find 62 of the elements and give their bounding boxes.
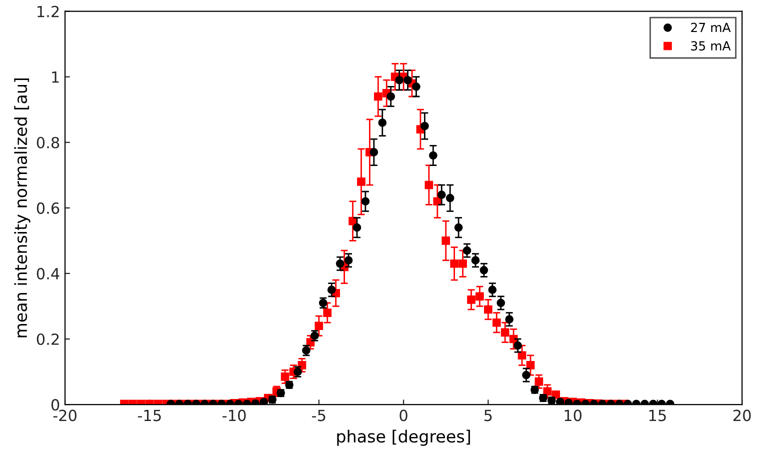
point <box>484 305 492 314</box>
x-tick-label: 20 <box>733 410 751 422</box>
point <box>480 266 488 274</box>
point <box>352 223 362 232</box>
legend-label: 35 mA <box>691 41 731 51</box>
point <box>462 246 472 255</box>
point <box>374 92 382 101</box>
point <box>496 298 506 308</box>
point <box>454 223 463 232</box>
y-tick-label: 1.2 <box>38 6 59 18</box>
x-tick-label: -20 <box>53 410 76 422</box>
point <box>280 372 290 381</box>
point <box>514 341 522 350</box>
y-tick-label: 0.2 <box>36 333 59 346</box>
x-tick-label: 15 <box>649 410 666 422</box>
point <box>314 322 324 330</box>
point <box>420 122 429 130</box>
y-tick-label: 0.4 <box>36 268 60 280</box>
point <box>518 351 526 360</box>
point <box>395 76 404 84</box>
point <box>476 292 484 301</box>
point <box>424 180 434 190</box>
x-tick-label: 10 <box>564 410 582 422</box>
point <box>534 377 544 386</box>
legend-label: 27 mA <box>691 22 731 32</box>
point <box>437 190 446 199</box>
y-tick-label: 1 <box>52 72 59 83</box>
point <box>488 286 497 294</box>
point <box>526 361 535 370</box>
point <box>357 178 366 186</box>
point <box>327 286 336 294</box>
x-axis-title: phase [degrees] <box>337 430 470 446</box>
point <box>386 92 396 101</box>
y-axis-title: mean intensity normalized [au] <box>14 78 30 338</box>
x-tick-label: 0 <box>400 410 408 422</box>
point <box>450 259 458 268</box>
point <box>428 151 438 160</box>
x-tick-label: -5 <box>312 410 326 422</box>
point <box>378 118 387 127</box>
point <box>543 387 552 396</box>
y-tick-label: 0 <box>51 399 60 411</box>
y-tick-label: 0.8 <box>36 136 60 148</box>
x-tick-label: 5 <box>484 410 492 422</box>
x-tick-label: -10 <box>222 410 246 422</box>
point <box>467 296 476 304</box>
point <box>505 315 514 324</box>
point <box>336 259 344 268</box>
point <box>323 308 332 317</box>
point <box>344 256 353 265</box>
point <box>522 370 530 380</box>
point <box>412 82 420 91</box>
point <box>500 328 510 337</box>
x-tick-label: -15 <box>138 410 161 422</box>
point <box>458 259 467 268</box>
point <box>471 256 480 265</box>
point <box>370 148 378 156</box>
y-tick-label: 0.6 <box>36 202 60 214</box>
point <box>361 197 370 206</box>
point <box>404 76 412 84</box>
point <box>442 236 450 245</box>
point <box>492 318 501 327</box>
point <box>446 194 454 202</box>
